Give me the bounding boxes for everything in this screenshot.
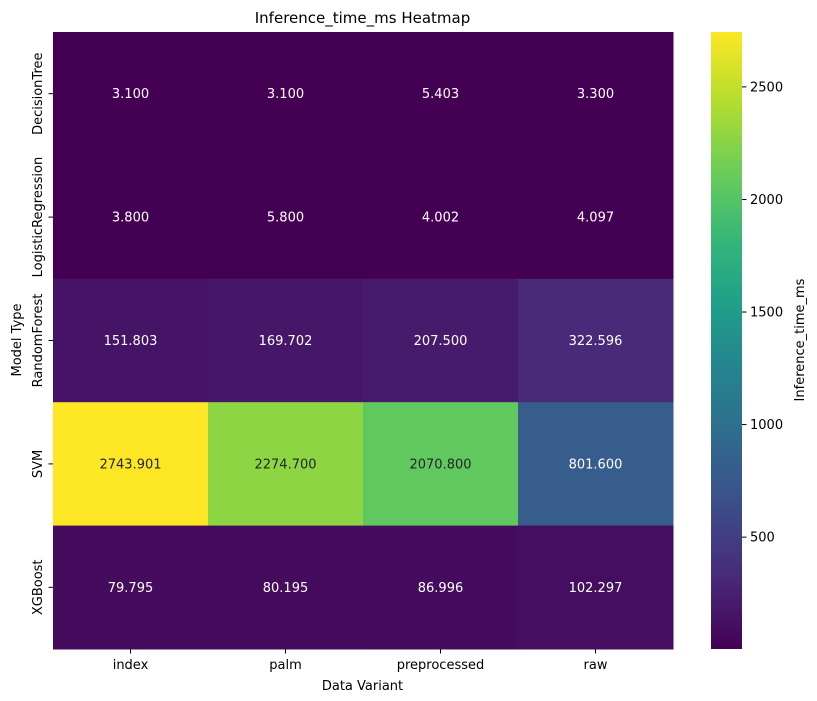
heatmap-cell-label: 322.596 (569, 334, 623, 349)
heatmap-cell-label: 79.795 (108, 581, 154, 596)
heatmap-cell (518, 402, 674, 527)
y-tick-label: RandomForest (31, 294, 46, 388)
colorbar-tick-label: 1000 (750, 418, 783, 433)
heatmap-cell (518, 32, 674, 156)
heatmap-cell (208, 525, 364, 650)
heatmap-cell-label: 2070.800 (409, 457, 471, 472)
y-tick-label: DecisionTree (31, 52, 46, 134)
heatmap-cell (208, 32, 364, 156)
y-tick-label: XGBoost (31, 559, 46, 615)
heatmap-cell-label: 207.500 (414, 334, 468, 349)
heatmap-cell-label: 102.297 (569, 581, 623, 596)
x-axis: index palm preprocessed raw (113, 649, 608, 673)
heatmap-cell-labels: 3.100 3.100 5.403 3.300 3.800 5.800 4.002 4.097… (99, 87, 622, 596)
heatmap-cell (363, 155, 519, 280)
x-tick-label: index (113, 658, 149, 673)
y-tick-label: SVM (31, 450, 46, 478)
colorbar-axis: 500 1000 1500 2000 2500 (742, 80, 783, 546)
heatmap-cell (208, 155, 364, 280)
heatmap-cell (363, 278, 519, 403)
heatmap-cell (208, 278, 364, 403)
heatmap-cell-label: 2743.901 (99, 457, 161, 472)
heatmap-cell-label: 3.100 (112, 87, 149, 102)
heatmap-cell (518, 278, 674, 403)
y-axis: DecisionTree LogisticRegression RandomFore… (31, 52, 53, 615)
heatmap-cell (363, 32, 519, 156)
heatmap-cell-label: 80.195 (263, 581, 309, 596)
colorbar-tick-label: 2000 (750, 193, 783, 208)
heatmap-cell (208, 402, 364, 527)
heatmap-cell (518, 155, 674, 280)
heatmap-cell (363, 402, 519, 527)
colorbar-tick-label: 1500 (750, 306, 783, 321)
chart-title: Inference_time_ms Heatmap (255, 9, 470, 28)
colorbar-tick-label: 2500 (750, 80, 783, 95)
heatmap-cell-label: 801.600 (569, 457, 623, 472)
heatmap-cell (53, 278, 209, 403)
heatmap-cell-label: 3.800 (112, 211, 149, 226)
heatmap-cell-label: 5.800 (267, 211, 304, 226)
heatmap-cell (53, 155, 209, 280)
heatmap-cell-label: 169.702 (259, 334, 313, 349)
heatmap-cell (53, 32, 209, 156)
heatmap-cell-label: 4.002 (422, 211, 459, 226)
heatmap-cells (53, 32, 674, 650)
colorbar-label: Inference_time_ms (793, 278, 808, 401)
y-axis-label: Model Type (10, 303, 25, 376)
x-tick-label: preprocessed (397, 658, 485, 673)
heatmap-cell-label: 5.403 (422, 87, 459, 102)
y-tick-label: LogisticRegression (31, 157, 46, 278)
heatmap-cell-label: 151.803 (104, 334, 158, 349)
x-tick-label: palm (269, 658, 302, 673)
heatmap-cell (53, 402, 209, 527)
heatmap-cell-label: 3.100 (267, 87, 304, 102)
x-tick-label: raw (584, 658, 608, 673)
x-axis-label: Data Variant (322, 679, 403, 694)
heatmap-cell-label: 3.300 (577, 87, 614, 102)
heatmap-cell (363, 525, 519, 650)
colorbar (711, 32, 742, 649)
heatmap-cell-label: 86.996 (418, 581, 464, 596)
heatmap-cell-label: 2274.700 (254, 457, 316, 472)
heatmap-cell-label: 4.097 (577, 211, 614, 226)
heatmap-cell (518, 525, 674, 650)
colorbar-tick-label: 500 (750, 531, 775, 546)
heatmap-cell (53, 525, 209, 650)
